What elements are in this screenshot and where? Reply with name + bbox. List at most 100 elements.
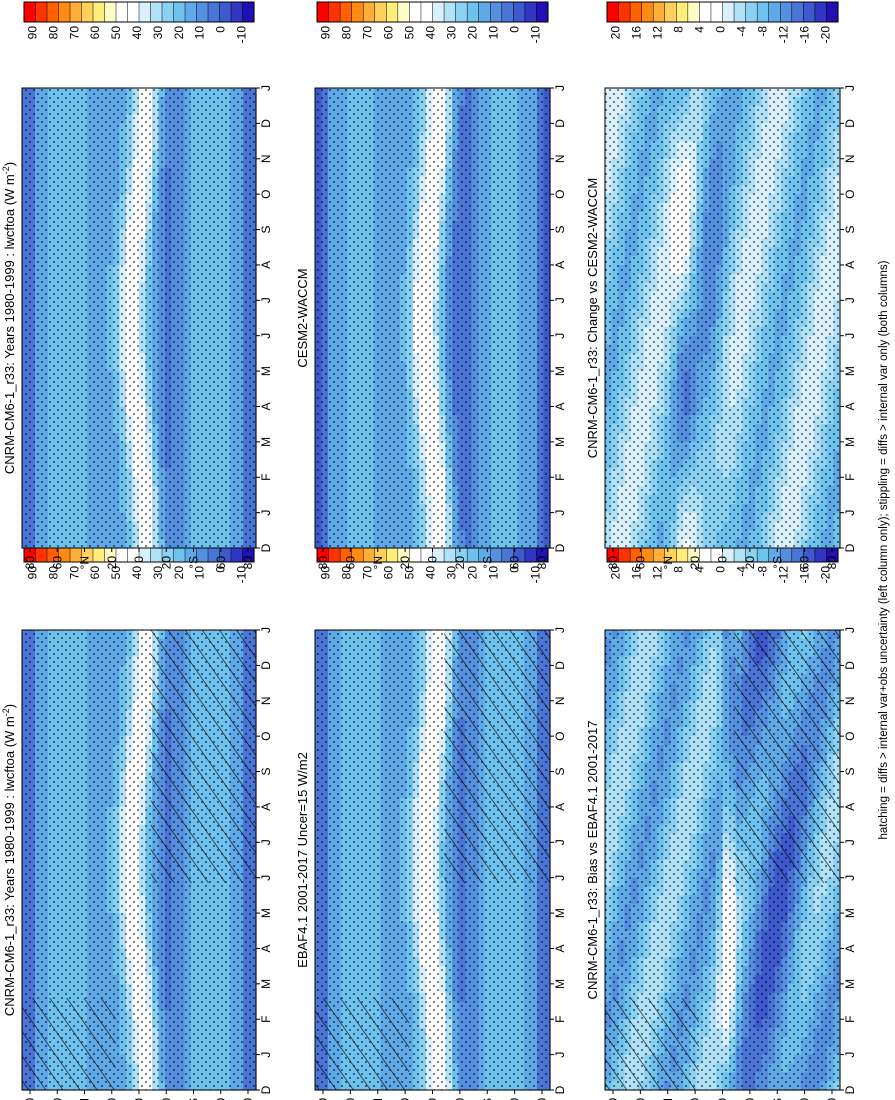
colorbar-swatch <box>138 1 152 23</box>
lat-tick-label: 80 <box>23 1098 37 1100</box>
month-tick-label: A <box>259 402 273 410</box>
colorbar: 90 80 70 60 50 40 30 20 10 0 -10 <box>23 1 255 44</box>
lat-tick-label: °S <box>187 1098 201 1100</box>
colorbar-swatch <box>92 1 106 23</box>
month-tick-label: M <box>259 437 273 447</box>
colorbar-swatch <box>46 1 60 23</box>
lat-tick-label: 60 <box>214 1098 228 1100</box>
month-tick-label: A <box>259 944 273 952</box>
lat-tick-label: 20 <box>105 556 119 570</box>
month-tick-label: J <box>259 333 273 339</box>
colorbar-swatch <box>196 1 209 23</box>
month-tick-label: M <box>259 979 273 989</box>
colorbar-label: 10 <box>193 566 207 580</box>
month-tick-label: A <box>259 261 273 269</box>
month-tick-label: O <box>259 189 273 198</box>
month-tick-label: D <box>259 1085 273 1094</box>
colorbar-label: 60 <box>88 566 102 580</box>
colorbar-label: 20 <box>172 566 186 580</box>
month-tick-label: F <box>259 474 273 481</box>
lat-tick-label: 20 <box>159 1098 173 1100</box>
lat-tick-label: 60 <box>50 556 64 570</box>
colorbar-swatch <box>219 1 232 23</box>
colorbar-swatch <box>81 1 94 23</box>
lat-tick-label: 60 <box>50 1098 64 1100</box>
stippling-overlay <box>22 88 256 548</box>
colorbar-swatch <box>242 1 255 23</box>
colorbar-label: -10 <box>235 566 249 584</box>
colorbar-label: 90 <box>25 566 39 580</box>
lat-tick-label: °S <box>187 556 201 569</box>
month-tick-label: D <box>259 543 273 552</box>
colorbar-swatch <box>150 1 163 23</box>
hatching-overlay <box>150 630 256 883</box>
colorbar-label: 80 <box>46 566 60 580</box>
month-tick-label: J <box>259 510 273 516</box>
month-tick-label: F <box>259 1016 273 1023</box>
colorbar-label: 70 <box>67 566 81 580</box>
colorbar-swatch <box>23 1 37 23</box>
month-tick-label: J <box>259 839 273 845</box>
colorbar-swatch <box>161 1 175 23</box>
colorbar-swatch <box>58 1 71 23</box>
colorbar-swatch <box>207 1 221 23</box>
month-tick-label: J <box>259 875 273 881</box>
panel-title: CNRM-CM6-1_r33: Years 1980-1999 : lwcfto… <box>1 162 17 474</box>
panels-group: CNRM-CM6-1_r33: Years 1980-1999 : lwcfto… <box>1 1 857 1100</box>
colorbar-swatch <box>184 1 198 23</box>
colorbar-swatch <box>230 1 244 23</box>
colorbar-label: -10 <box>235 26 249 44</box>
lat-tick-label: °N <box>78 556 92 569</box>
colorbar-label: 40 <box>130 26 144 40</box>
colorbar-swatch <box>115 1 129 23</box>
lat-tick-label: 0 <box>132 556 146 563</box>
lat-tick-label: 20 <box>159 556 173 570</box>
colorbar-label: 80 <box>46 26 60 40</box>
lat-tick-label: 20 <box>105 1098 119 1100</box>
month-tick-label: J <box>259 85 273 91</box>
month-tick-label: S <box>259 768 273 776</box>
panel-3: EBAF4.1 2001-2017 Uncer=15 W/m2DJFMAMJJA… <box>295 541 567 1100</box>
panel-2: CNRM-CM6-1_r33: Years 1980-1999 : lwcfto… <box>1 1 273 570</box>
panel-1: CNRM-CM6-1_r33: Years 1980-1999 : lwcfto… <box>1 541 273 1100</box>
panel-title: CNRM-CM6-1_r33: Years 1980-1999 : lwcfto… <box>1 704 17 1016</box>
colorbar-label: 10 <box>193 26 207 40</box>
month-tick-label: N <box>259 696 273 705</box>
month-tick-label: D <box>259 661 273 670</box>
month-tick-label: M <box>259 908 273 918</box>
colorbar-swatch <box>35 1 48 23</box>
hatching-overlay <box>22 998 116 1090</box>
month-tick-label: J <box>259 297 273 303</box>
month-tick-label: S <box>259 226 273 234</box>
colorbar-label: 50 <box>109 26 123 40</box>
lat-tick-label: 60 <box>214 556 228 570</box>
month-tick-label: J <box>259 627 273 633</box>
colorbar-swatch <box>69 1 83 23</box>
lat-tick-label: 80 <box>241 1098 255 1100</box>
colorbar-label: 90 <box>25 26 39 40</box>
month-tick-label: A <box>259 803 273 811</box>
month-tick-label: J <box>259 1052 273 1058</box>
month-tick-label: M <box>259 366 273 376</box>
colorbar-frame <box>23 1 255 23</box>
colorbar-label: 20 <box>172 26 186 40</box>
colorbar-swatch <box>104 1 117 23</box>
colorbar-label: 0 <box>214 566 228 573</box>
colorbar-label: 70 <box>67 26 81 40</box>
colorbar-label: 60 <box>88 26 102 40</box>
colorbar-label: 30 <box>151 566 165 580</box>
colorbar-swatch <box>127 1 140 23</box>
colorbar-swatch <box>173 1 186 23</box>
month-tick-label: N <box>259 154 273 163</box>
lat-tick-label: °N <box>78 1098 92 1100</box>
colorbar-label: 30 <box>151 26 165 40</box>
lat-tick-label: 80 <box>23 556 37 570</box>
colorbar-label: 50 <box>109 566 123 580</box>
lat-tick-label: 80 <box>241 556 255 570</box>
lat-tick-label: 0 <box>132 1098 146 1100</box>
month-tick-label: D <box>259 119 273 128</box>
colorbar-label: 40 <box>130 566 144 580</box>
colorbar-label: 0 <box>214 26 228 33</box>
month-tick-label: O <box>259 731 273 740</box>
